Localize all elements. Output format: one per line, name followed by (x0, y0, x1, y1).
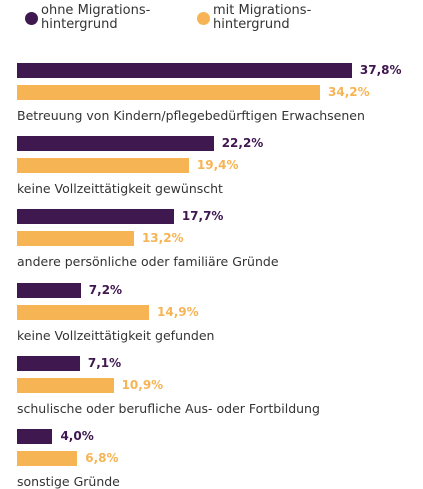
value-label: 34,2% (328, 85, 370, 99)
bar (17, 209, 174, 225)
category-label: andere persönliche oder familiäre Gründe (17, 254, 279, 270)
bar (17, 377, 114, 393)
value-label: 6,8% (85, 451, 119, 465)
legend-marker (197, 12, 210, 25)
value-label: 17,7% (181, 209, 224, 224)
bar (17, 355, 80, 371)
value-label: 19,4% (196, 158, 239, 173)
bar (17, 136, 214, 152)
bar (17, 85, 320, 100)
bar (17, 231, 134, 247)
value-label: 13,2% (141, 231, 184, 246)
value-label: 22,2% (221, 136, 264, 151)
category-label: sonstige Gründe (17, 474, 120, 489)
legend-label: ohne Migrations- hintergrund (41, 3, 151, 32)
bar (17, 63, 352, 78)
value-label: 37,8% (359, 63, 402, 77)
bar (17, 429, 53, 444)
legend-marker (25, 12, 38, 25)
category-label: keine Vollzeittätigkeit gewünscht (17, 181, 223, 197)
value-label: 7,2% (88, 282, 123, 297)
category-label: schulische oder berufliche Aus- oder For… (17, 400, 320, 416)
bar (17, 451, 78, 466)
value-label: 7,1% (87, 355, 122, 370)
bar (17, 158, 189, 174)
value-label: 14,9% (157, 304, 199, 319)
category-label: Betreuung von Kindern/pflegebedürftigen … (17, 108, 365, 123)
legend-label: mit Migrations- hintergrund (213, 3, 312, 32)
bar (17, 304, 149, 320)
category-label: keine Vollzeittätigkeit gefunden (17, 327, 215, 343)
bar (17, 282, 81, 298)
value-label: 10,9% (121, 377, 164, 392)
value-label: 4,0% (60, 429, 94, 443)
